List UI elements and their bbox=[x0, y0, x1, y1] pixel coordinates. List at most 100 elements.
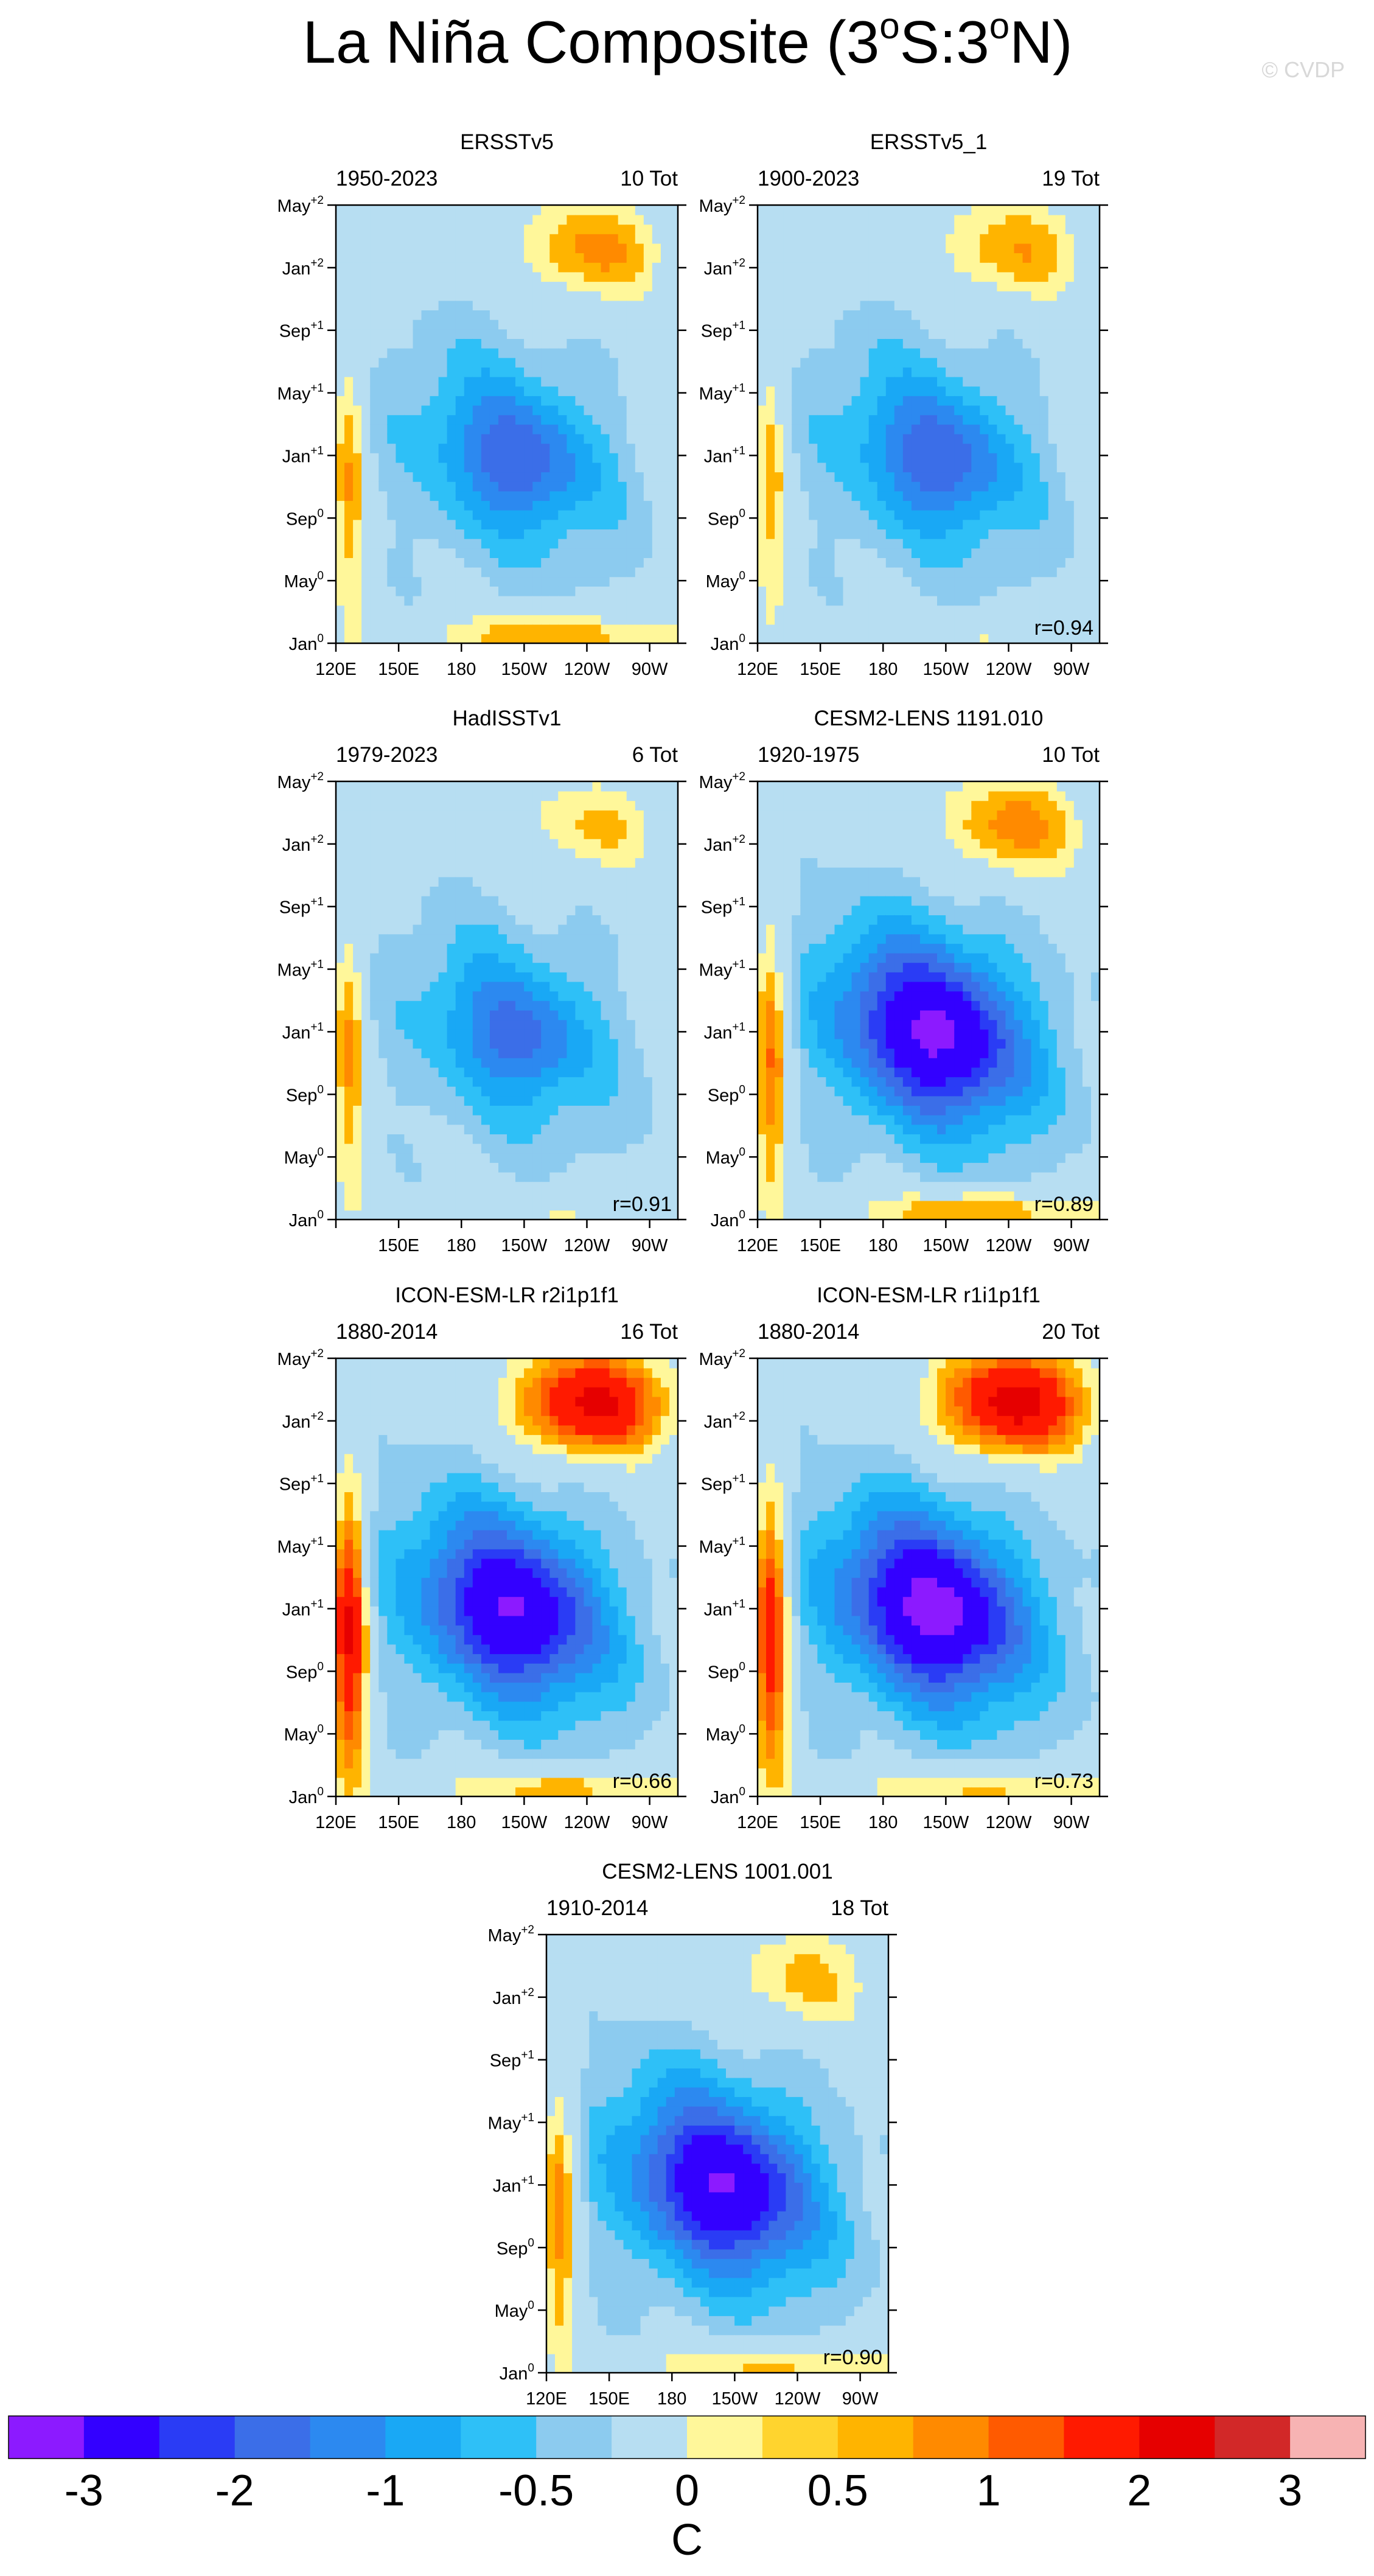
field-cell bbox=[498, 596, 507, 606]
field-cell bbox=[980, 462, 989, 473]
field-cell bbox=[558, 1010, 567, 1021]
field-cell bbox=[1031, 319, 1041, 330]
field-cell bbox=[387, 1019, 396, 1030]
field-cell bbox=[1091, 472, 1100, 482]
field-cell bbox=[669, 329, 678, 340]
field-cell bbox=[946, 500, 955, 511]
field-cell bbox=[1074, 357, 1083, 368]
field-cell bbox=[997, 596, 1006, 606]
field-cell bbox=[558, 1172, 567, 1182]
field-cell bbox=[835, 567, 844, 578]
field-cell bbox=[627, 414, 636, 425]
field-cell bbox=[1065, 377, 1075, 387]
field-cell bbox=[464, 1201, 473, 1211]
field-cell bbox=[835, 338, 844, 349]
field-cell bbox=[549, 548, 559, 559]
field-cell bbox=[541, 810, 550, 820]
field-cell bbox=[618, 424, 627, 435]
field-cell bbox=[1031, 386, 1041, 396]
field-cell bbox=[1074, 291, 1083, 301]
field-cell bbox=[775, 567, 784, 578]
field-cell bbox=[963, 624, 972, 635]
field-cell bbox=[1057, 215, 1066, 225]
field-cell bbox=[507, 924, 516, 935]
field-cell bbox=[669, 405, 678, 416]
field-cell bbox=[635, 634, 644, 644]
field-cell bbox=[963, 567, 972, 578]
field-cell bbox=[541, 215, 550, 225]
field-cell bbox=[464, 500, 473, 511]
field-cell bbox=[430, 443, 439, 453]
field-cell bbox=[809, 453, 818, 463]
field-cell bbox=[515, 548, 525, 559]
field-cell bbox=[439, 982, 448, 992]
field-cell bbox=[946, 634, 955, 644]
field-cell bbox=[541, 906, 550, 916]
field-cell bbox=[843, 548, 853, 559]
field-cell bbox=[532, 367, 542, 377]
field-cell bbox=[758, 548, 767, 559]
field-cell bbox=[361, 1115, 371, 1125]
field-cell bbox=[1048, 491, 1058, 501]
field-cell bbox=[464, 548, 473, 559]
field-cell bbox=[396, 781, 405, 792]
field-cell bbox=[439, 848, 448, 859]
field-cell bbox=[532, 1029, 542, 1039]
field-cell bbox=[532, 377, 542, 387]
field-cell bbox=[1006, 367, 1015, 377]
field-cell bbox=[344, 1029, 354, 1039]
field-cell bbox=[886, 453, 895, 463]
field-cell bbox=[447, 586, 456, 596]
field-cell bbox=[1023, 281, 1032, 291]
field-cell bbox=[532, 867, 542, 878]
field-cell bbox=[430, 972, 439, 982]
field-cell bbox=[894, 500, 904, 511]
field-cell bbox=[439, 1125, 448, 1135]
field-cell bbox=[490, 310, 499, 320]
field-cell bbox=[532, 1077, 542, 1087]
field-cell bbox=[387, 934, 396, 944]
field-cell bbox=[515, 281, 525, 291]
field-cell bbox=[635, 367, 644, 377]
field-cell bbox=[783, 329, 792, 340]
field-cell bbox=[988, 405, 997, 416]
field-cell bbox=[971, 405, 980, 416]
field-cell bbox=[361, 377, 371, 387]
field-cell bbox=[541, 453, 550, 463]
field-cell bbox=[1074, 424, 1083, 435]
field-cell bbox=[558, 1077, 567, 1087]
field-cell bbox=[404, 991, 413, 1001]
field-cell bbox=[344, 1162, 354, 1173]
field-cell bbox=[618, 386, 627, 396]
field-cell bbox=[498, 991, 507, 1001]
field-cell bbox=[903, 367, 912, 377]
field-cell bbox=[1048, 348, 1058, 358]
field-cell bbox=[404, 867, 413, 878]
field-cell bbox=[817, 624, 826, 635]
field-cell bbox=[404, 329, 413, 340]
field-cell bbox=[447, 867, 456, 878]
field-cell bbox=[575, 596, 584, 606]
field-cell bbox=[971, 357, 980, 368]
field-cell bbox=[498, 405, 507, 416]
field-cell bbox=[783, 557, 792, 568]
field-cell bbox=[1006, 586, 1015, 596]
field-cell bbox=[430, 329, 439, 340]
field-cell bbox=[464, 539, 473, 549]
field-cell bbox=[1074, 224, 1083, 234]
field-cell bbox=[481, 886, 490, 896]
field-cell bbox=[1048, 481, 1058, 492]
field-cell bbox=[937, 472, 946, 482]
field-cell bbox=[456, 1010, 465, 1021]
field-cell bbox=[817, 539, 826, 549]
field-cell bbox=[413, 1019, 422, 1030]
field-cell bbox=[567, 529, 576, 539]
field-cell bbox=[644, 596, 653, 606]
field-cell bbox=[396, 991, 405, 1001]
field-cell bbox=[593, 224, 602, 234]
field-cell bbox=[532, 557, 542, 568]
field-cell bbox=[929, 319, 938, 330]
field-cell bbox=[344, 396, 354, 406]
field-cell bbox=[877, 529, 887, 539]
